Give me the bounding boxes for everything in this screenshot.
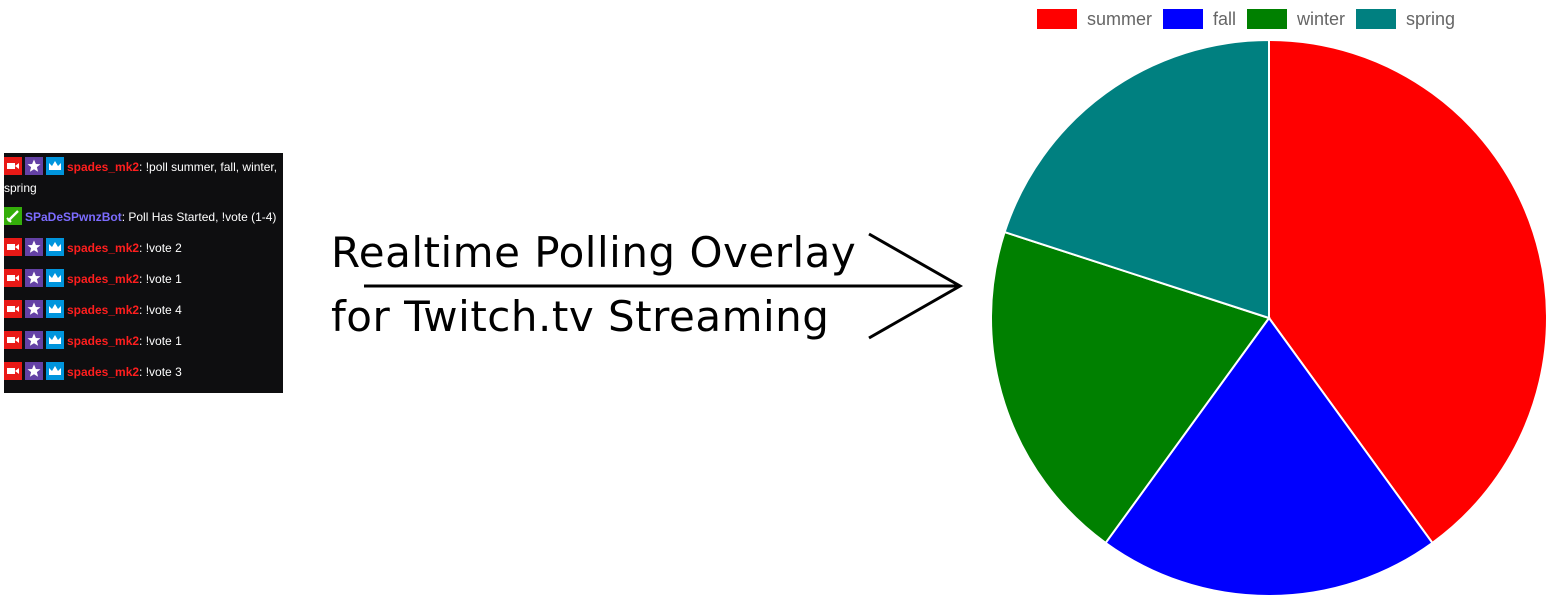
crown-icon	[46, 331, 64, 349]
broadcaster-icon	[4, 238, 22, 256]
crown-icon	[46, 362, 64, 380]
legend-label: spring	[1406, 8, 1456, 29]
chat-message: spades_mk2: !vote 1	[4, 331, 283, 352]
star-icon	[25, 300, 43, 318]
chat-username[interactable]: spades_mk2	[67, 241, 140, 255]
chat-username[interactable]: spades_mk2	[67, 303, 140, 317]
chat-message-text: Poll Has Started, !vote (1-4)	[128, 210, 277, 224]
broadcaster-icon	[4, 300, 22, 318]
chat-message: spades_mk2: !poll summer, fall, winter, …	[4, 157, 283, 199]
sword-icon	[4, 207, 22, 225]
chart-legend: summer fall winter spring	[1037, 7, 1466, 31]
chat-username[interactable]: spades_mk2	[67, 272, 140, 286]
chat-separator: :	[139, 334, 146, 348]
chat-separator: :	[121, 210, 129, 224]
chat-message-text: !poll summer, fall, winter, spring	[4, 160, 278, 195]
pie-slice-spring[interactable]	[1003, 38, 1270, 320]
legend-swatch	[1163, 9, 1204, 29]
chat-username[interactable]: SPaDeSPwnzBot	[25, 210, 122, 224]
chat-message-text: !vote 1	[145, 272, 182, 286]
pie-slice-fall[interactable]	[1104, 316, 1434, 597]
chat-message: spades_mk2: !vote 4	[4, 300, 283, 321]
chat-separator: :	[139, 365, 146, 379]
crown-icon	[46, 238, 64, 256]
crown-icon	[46, 157, 64, 175]
legend-label: winter	[1297, 8, 1346, 29]
chat-separator: :	[139, 160, 146, 174]
legend-swatch	[1247, 9, 1288, 29]
chat-message: SPaDeSPwnzBot: Poll Has Started, !vote (…	[4, 207, 283, 228]
chat-separator: :	[139, 303, 146, 317]
broadcaster-icon	[4, 269, 22, 287]
pie-slice-summer[interactable]	[1268, 38, 1548, 545]
legend-label: fall	[1213, 8, 1237, 29]
chat-username[interactable]: spades_mk2	[67, 160, 140, 174]
star-icon	[25, 157, 43, 175]
legend-item-spring[interactable]: spring	[1356, 9, 1455, 30]
star-icon	[25, 362, 43, 380]
legend-item-summer[interactable]: summer	[1037, 9, 1152, 30]
chat-message: spades_mk2: !vote 3	[4, 362, 283, 383]
chat-panel: spades_mk2: !poll summer, fall, winter, …	[4, 153, 283, 393]
chat-message: spades_mk2: !vote 1	[4, 269, 283, 290]
crown-icon	[46, 300, 64, 318]
chat-message: spades_mk2: !vote 2	[4, 238, 283, 259]
legend-item-fall[interactable]: fall	[1163, 9, 1236, 30]
star-icon	[25, 238, 43, 256]
star-icon	[25, 269, 43, 287]
chat-message-text: !vote 3	[145, 365, 182, 379]
legend-swatch	[1037, 9, 1077, 29]
chat-separator: :	[139, 272, 146, 286]
broadcaster-icon	[4, 331, 22, 349]
crown-icon	[46, 269, 64, 287]
legend-label: summer	[1087, 8, 1153, 29]
arrow-head	[868, 232, 964, 340]
broadcaster-icon	[4, 157, 22, 175]
chat-message-text: !vote 1	[145, 334, 182, 348]
legend-item-winter[interactable]: winter	[1247, 9, 1345, 30]
chat-separator: :	[139, 241, 146, 255]
broadcaster-icon	[4, 362, 22, 380]
pie-slice-winter[interactable]	[990, 230, 1271, 545]
chat-message-text: !vote 4	[145, 303, 182, 317]
chat-username[interactable]: spades_mk2	[67, 365, 140, 379]
star-icon	[25, 331, 43, 349]
overlay-title-line-1: Realtime Polling Overlay	[331, 228, 857, 277]
legend-swatch	[1356, 9, 1397, 29]
chat-message-text: !vote 2	[145, 241, 182, 255]
chat-username[interactable]: spades_mk2	[67, 334, 140, 348]
overlay-title-line-2: for Twitch.tv Streaming	[331, 292, 830, 341]
